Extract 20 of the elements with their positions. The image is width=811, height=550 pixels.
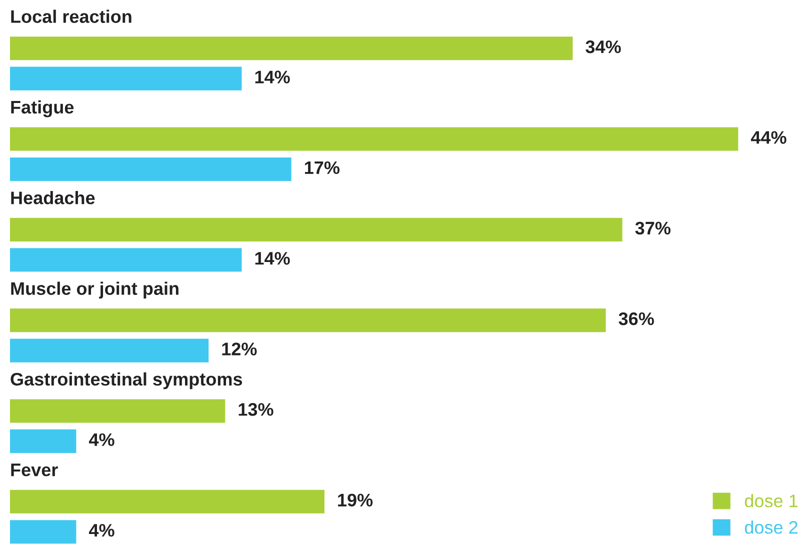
data-label: 17% (304, 161, 340, 174)
y-tick-label: Fatigue (11, 100, 74, 118)
legend-label: dose 2 (744, 520, 798, 534)
data-label: 44% (750, 131, 786, 144)
data-label: 34% (586, 40, 621, 54)
legend-label: dose 1 (744, 494, 798, 508)
y-tick-label: Headache (11, 191, 95, 204)
data-label: 4% (88, 524, 114, 537)
y-tick-label: Fever (11, 464, 58, 476)
y-tick-label: Local reaction (11, 10, 132, 23)
data-label: 14% (255, 252, 290, 265)
data-label: 4% (88, 433, 114, 446)
data-label: 12% (222, 342, 257, 356)
data-label: 14% (255, 70, 290, 84)
data-label: 36% (618, 312, 654, 326)
y-tick-label: Muscle or joint pain (11, 282, 178, 299)
data-label: 19% (338, 494, 373, 506)
data-label: 13% (238, 403, 274, 416)
y-tick-label: Gastrointestinal symptoms (10, 372, 242, 390)
data-label: 37% (635, 222, 670, 235)
